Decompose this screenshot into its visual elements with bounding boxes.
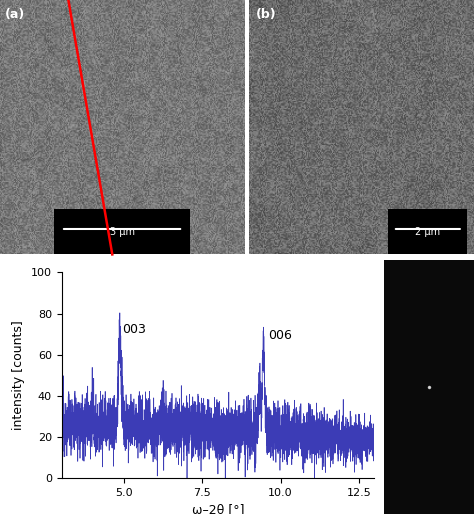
Y-axis label: intensity [counts]: intensity [counts]	[12, 320, 25, 430]
Bar	[388, 209, 467, 254]
Bar	[54, 209, 191, 254]
Text: 003: 003	[122, 323, 146, 336]
Text: (a): (a)	[5, 8, 25, 21]
Text: 3 μm: 3 μm	[109, 227, 135, 236]
Text: 2 μm: 2 μm	[415, 227, 440, 236]
Text: 006: 006	[268, 329, 292, 342]
Text: (b): (b)	[255, 8, 276, 21]
X-axis label: ω–2θ [°]: ω–2θ [°]	[192, 503, 244, 514]
